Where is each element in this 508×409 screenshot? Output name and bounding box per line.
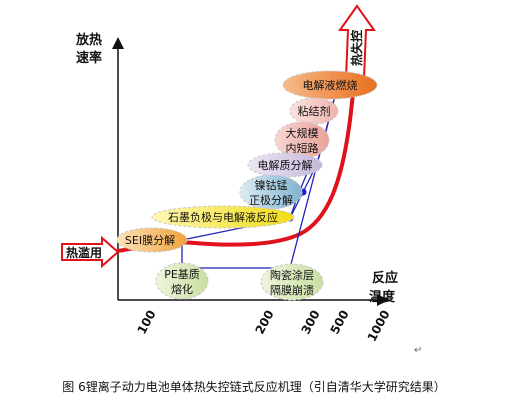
x-axis-label-line2: 温度 (369, 289, 396, 305)
x-tick-500: 500 (328, 308, 352, 337)
x-tick-300: 300 (299, 308, 323, 337)
node-sei-decomposition: SEI膜分解 (116, 227, 188, 253)
y-axis-label-line1: 放热 (75, 32, 102, 48)
node-graphite-anode-reaction: 石墨负极与电解液反应 (151, 205, 295, 229)
label-graphite-anode: 石墨负极与电解液反应 (168, 210, 278, 224)
label-cathode-line1: 镍钴锰 (255, 178, 288, 192)
label-cathode-line2: 正极分解 (249, 193, 293, 207)
thermal-abuse-label: 热滥用 (66, 245, 102, 260)
label-sei-decomposition: SEI膜分解 (125, 233, 175, 247)
x-tick-200: 200 (253, 308, 277, 337)
node-separator-collapse: 陶瓷涂层 隔膜崩溃 (260, 263, 324, 301)
thermal-runaway-arrow: 热失控 (338, 4, 376, 79)
figure-caption: 图 6锂离子动力电池单体热失控链式反应机理（引自清华大学研究结果） (62, 380, 446, 394)
x-tick-100: 100 (135, 308, 159, 337)
node-pe-melting: PE基质 熔化 (155, 262, 209, 300)
label-electrolyte-combustion: 电解液燃烧 (303, 78, 358, 92)
x-axis-label-line1: 反应 (372, 270, 398, 286)
node-cathode-decomposition: 镍钴锰 正极分解 (239, 174, 303, 210)
label-binder: 粘结剂 (298, 104, 331, 118)
label-ceramic-line1: 陶瓷涂层 (270, 268, 314, 282)
thermal-runaway-label: 热失控 (349, 30, 364, 66)
label-electrolyte-decomposition: 电解质分解 (258, 158, 313, 172)
node-electrolyte-decomposition: 电解质分解 (247, 152, 323, 178)
paragraph-return-mark: ↵ (414, 345, 423, 356)
x-tick-1000: 1000 (365, 308, 393, 344)
node-large-short-circuit: 大规模 内短路 (274, 121, 330, 159)
label-large-short-line2: 内短路 (286, 141, 319, 155)
label-pe-line2: 熔化 (171, 282, 193, 296)
label-large-short-line1: 大规模 (286, 126, 319, 140)
node-binder: 粘结剂 (289, 97, 339, 125)
label-pe-line1: PE基质 (164, 268, 200, 281)
node-electrolyte-combustion: 电解液燃烧 (282, 70, 378, 100)
thermal-abuse-arrow: 热滥用 (61, 235, 120, 269)
label-ceramic-line2: 隔膜崩溃 (270, 283, 314, 297)
y-axis-label-line2: 速率 (76, 50, 102, 66)
